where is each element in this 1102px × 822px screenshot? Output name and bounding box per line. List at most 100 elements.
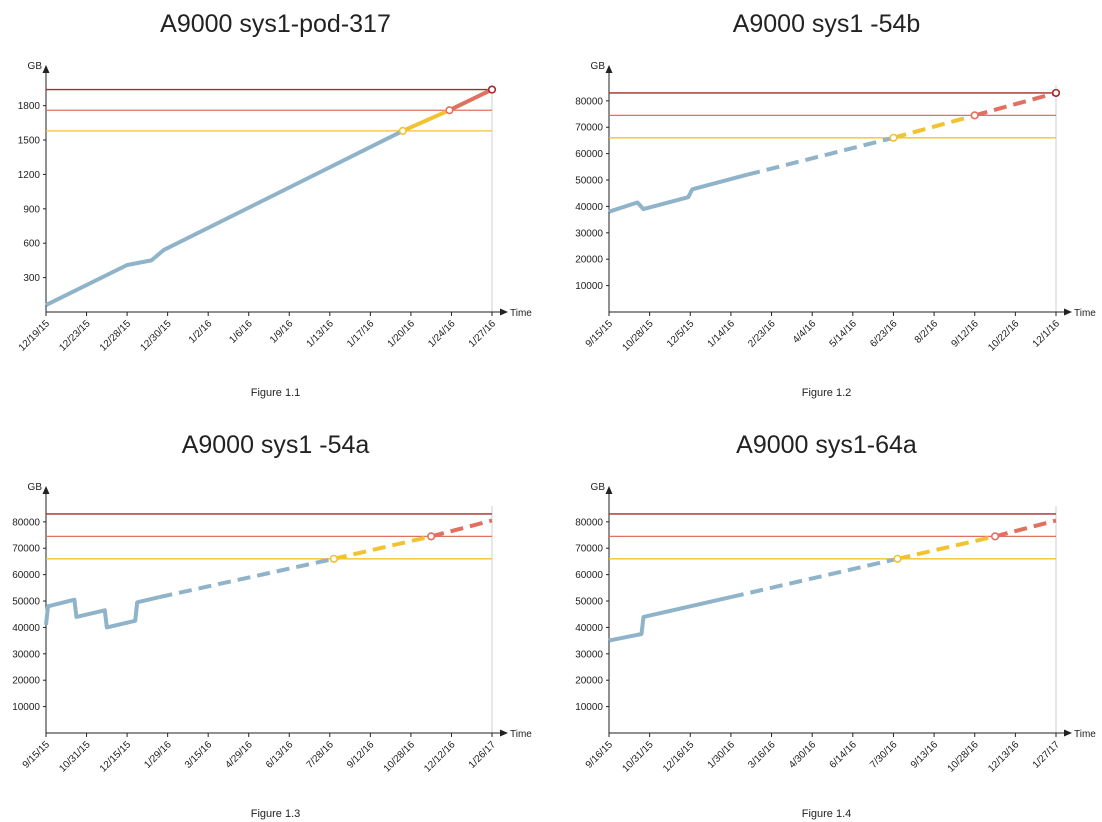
x-tick-label: 12/19/15 <box>17 318 53 354</box>
x-axis-arrow <box>1064 308 1072 316</box>
x-tick-label: 9/12/16 <box>345 739 377 771</box>
y-tick-label: 40000 <box>575 202 603 213</box>
y-tick-label: 80000 <box>575 96 603 107</box>
y-tick-label: 60000 <box>575 149 603 160</box>
x-tick-label: 9/12/16 <box>949 318 981 350</box>
y-tick-label: 10000 <box>12 702 40 713</box>
series-line <box>430 518 493 539</box>
x-tick-label: 1/13/16 <box>305 318 337 350</box>
y-tick-label: 20000 <box>575 676 603 687</box>
series-line <box>892 113 976 140</box>
series-line <box>44 595 160 630</box>
x-tick-label: 12/15/15 <box>98 739 134 775</box>
y-tick-label: 20000 <box>575 255 603 266</box>
y-tick-label: 70000 <box>575 544 603 555</box>
x-axis-arrow <box>500 308 508 316</box>
series-line <box>897 534 996 561</box>
series-line <box>159 556 335 600</box>
x-axis-arrow <box>1064 729 1072 737</box>
series-line <box>730 556 898 600</box>
threshold-marker <box>329 554 338 563</box>
figure-caption: Figure 1.3 <box>250 808 301 820</box>
series-line <box>333 534 432 561</box>
x-tick-label: 10/31/15 <box>57 739 93 775</box>
y-tick-label: 50000 <box>12 597 40 608</box>
chart-plot: GB Time 10000 20000 30000 40000 50000 60000 7000… <box>575 482 1096 775</box>
x-tick-label: 1/6/16 <box>227 318 255 346</box>
x-tick-label: 7/28/16 <box>305 739 337 771</box>
figure-caption: Figure 1.2 <box>801 387 852 399</box>
x-tick-label: 10/28/16 <box>946 739 982 775</box>
chart-panel-3: A9000 sys1 -54a GB Time 10000 20000 30000 400… <box>0 411 551 822</box>
chart-title: A9000 sys1-64a <box>736 431 917 459</box>
x-tick-label: 3/15/16 <box>183 739 215 771</box>
x-tick-label: 4/30/16 <box>787 739 819 771</box>
x-tick-label: 10/28/15 <box>620 318 656 354</box>
x-tick-label: 12/30/15 <box>138 318 174 354</box>
series-line <box>45 129 404 307</box>
x-tick-label: 5/14/16 <box>828 318 860 350</box>
x-axis-label: Time <box>1074 729 1096 740</box>
series-line <box>746 135 894 177</box>
x-tick-label: 9/16/15 <box>584 739 616 771</box>
x-tick-label: 4/29/16 <box>223 739 255 771</box>
chart-plot: GB Time 10000 20000 30000 40000 50000 60000 7000… <box>575 61 1096 354</box>
chart-title: A9000 sys1 -54a <box>181 431 370 459</box>
x-tick-label: 8/2/16 <box>913 318 941 346</box>
series-line <box>608 172 748 214</box>
x-tick-label: 1/27/17 <box>1031 739 1063 771</box>
y-tick-label: 50000 <box>575 176 603 187</box>
y-axis-label: GB <box>591 61 606 72</box>
x-tick-label: 9/15/15 <box>584 318 616 350</box>
y-tick-label: 30000 <box>575 649 603 660</box>
y-axis-arrow <box>42 65 50 73</box>
series-line <box>448 87 493 113</box>
y-axis-label: GB <box>28 482 43 493</box>
x-tick-label: 1/27/16 <box>467 318 499 350</box>
y-tick-label: 10000 <box>575 702 603 713</box>
threshold-marker <box>893 554 902 563</box>
x-tick-label: 6/23/16 <box>868 318 900 350</box>
x-tick-label: 9/13/16 <box>909 739 941 771</box>
y-tick-label: 70000 <box>12 544 40 555</box>
y-tick-label: 40000 <box>12 623 40 634</box>
x-tick-label: 12/13/16 <box>986 739 1022 775</box>
threshold-marker <box>427 532 436 541</box>
x-tick-label: 12/23/15 <box>57 318 93 354</box>
x-tick-label: 12/5/15 <box>665 318 697 350</box>
y-tick-label: 80000 <box>575 517 603 528</box>
chart-panel-2: A9000 sys1 -54b GB Time 10000 20000 30000 400… <box>551 0 1102 411</box>
x-tick-label: 12/12/16 <box>422 739 458 775</box>
y-tick-label: 40000 <box>575 623 603 634</box>
x-tick-label: 12/28/15 <box>98 318 134 354</box>
y-tick-label: 70000 <box>575 123 603 134</box>
figure-caption: Figure 1.4 <box>801 808 852 820</box>
threshold-marker <box>487 85 497 94</box>
x-tick-label: 1/29/16 <box>142 739 174 771</box>
y-axis-arrow <box>605 486 613 494</box>
y-tick-label: 900 <box>23 204 40 215</box>
x-tick-label: 6/13/16 <box>264 739 296 771</box>
x-tick-label: 1/26/17 <box>467 739 499 771</box>
chart-panel-4: A9000 sys1-64a GB Time 10000 20000 30000 4000… <box>551 411 1102 822</box>
x-tick-label: 1/24/16 <box>426 318 458 350</box>
threshold-marker <box>889 133 898 142</box>
chart-title: A9000 sys1-pod-317 <box>160 10 391 38</box>
x-axis-arrow <box>500 729 508 737</box>
x-tick-label: 1/2/16 <box>187 318 215 346</box>
x-tick-label: 4/4/16 <box>791 318 819 346</box>
x-axis-label: Time <box>510 729 532 740</box>
y-tick-label: 60000 <box>575 570 603 581</box>
series-line <box>974 90 1057 118</box>
threshold-marker <box>1051 88 1061 98</box>
y-tick-label: 30000 <box>12 649 40 660</box>
y-tick-label: 10000 <box>575 281 603 292</box>
x-tick-label: 1/20/16 <box>386 318 418 350</box>
y-tick-label: 600 <box>23 239 40 250</box>
y-tick-label: 60000 <box>12 570 40 581</box>
x-tick-label: 1/14/16 <box>706 318 738 350</box>
threshold-marker <box>445 106 454 115</box>
series-line <box>994 518 1057 539</box>
threshold-marker <box>990 532 1000 541</box>
x-tick-label: 12/16/15 <box>661 739 697 775</box>
